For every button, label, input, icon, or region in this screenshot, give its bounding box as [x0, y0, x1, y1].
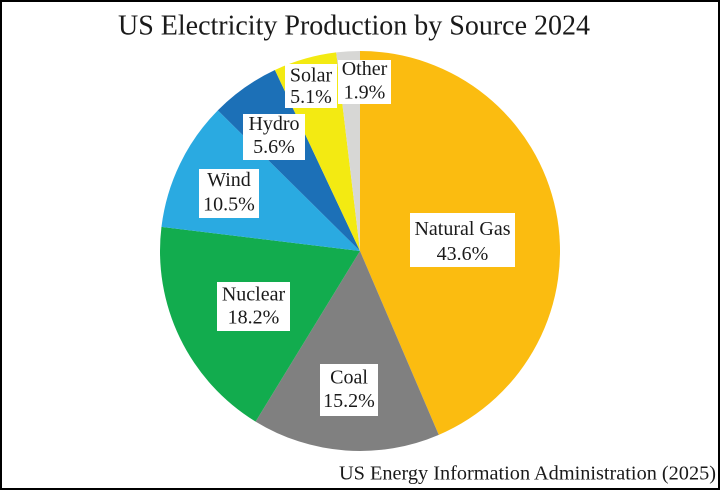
svg-text:43.6%: 43.6%	[437, 243, 489, 265]
svg-text:10.5%: 10.5%	[203, 194, 255, 216]
svg-text:5.1%: 5.1%	[290, 86, 332, 108]
svg-text:Coal: Coal	[330, 367, 368, 389]
svg-text:Solar: Solar	[290, 64, 333, 86]
svg-text:US Energy Information Administ: US Energy Information Administration (20…	[339, 463, 716, 485]
svg-text:Natural Gas: Natural Gas	[414, 218, 510, 240]
svg-text:Other: Other	[342, 58, 388, 80]
svg-text:US Electricity Production by S: US Electricity Production by Source 2024	[118, 11, 590, 42]
svg-text:Wind: Wind	[207, 169, 251, 191]
svg-text:Hydro: Hydro	[248, 113, 299, 135]
svg-text:Nuclear: Nuclear	[222, 284, 286, 306]
svg-text:18.2%: 18.2%	[228, 307, 280, 329]
svg-text:1.9%: 1.9%	[344, 82, 386, 104]
svg-text:5.6%: 5.6%	[253, 136, 295, 158]
svg-text:15.2%: 15.2%	[323, 390, 375, 412]
